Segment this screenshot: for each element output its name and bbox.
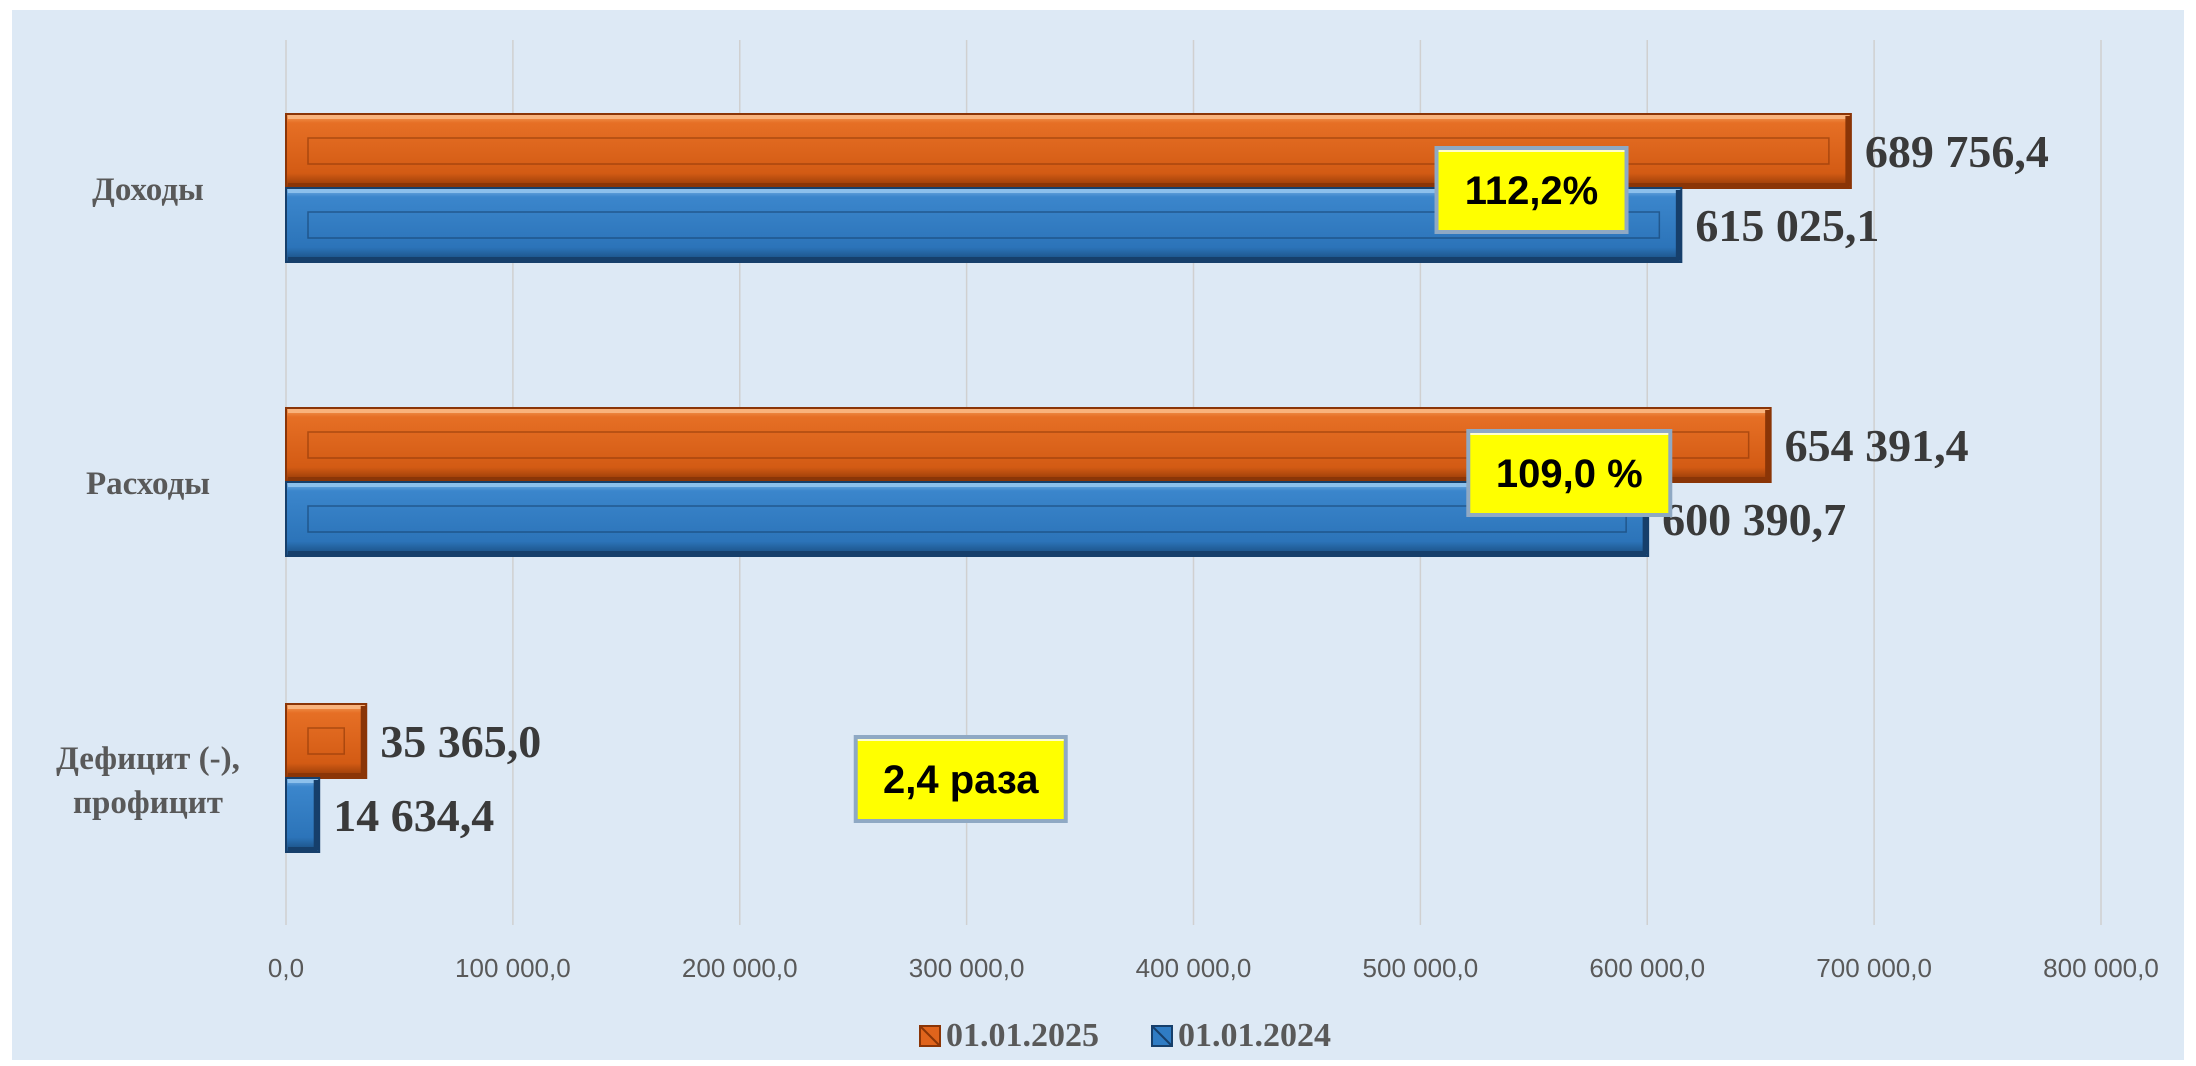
bar: [285, 481, 1650, 557]
callout-box: 2,4 раза: [853, 735, 1068, 823]
legend-label: 01.01.2024: [1178, 1017, 1331, 1054]
legend-item: 01.01.2025: [919, 1017, 1099, 1054]
bar-chart: Доходы Расходы Дефицит (-), профицит 0,0 100…: [56, 40, 2159, 1054]
category-label: Дефицит (-), профицит: [56, 741, 240, 821]
data-label: 600 390,7: [1662, 494, 1846, 545]
x-tick-label: 600 000,0: [1589, 953, 1705, 983]
legend-swatch-bevel: [1151, 1025, 1173, 1047]
bar-inner-frame: [307, 211, 1661, 239]
bar-body: [285, 703, 368, 779]
data-label: 615 025,1: [1695, 200, 1879, 251]
callout-fill: [857, 739, 1064, 819]
data-labels: 689 756,4 654 391,4 35 365,0 615 025,1 600 3…: [333, 126, 2049, 841]
bar-body: [285, 777, 321, 853]
category-label: Расходы: [86, 466, 210, 502]
bar-inner-frame: [307, 505, 1627, 533]
x-tick-label: 400 000,0: [1136, 953, 1252, 983]
data-label: 654 391,4: [1785, 420, 1969, 471]
bar-body: [285, 481, 1650, 557]
data-label: 689 756,4: [1865, 126, 2049, 177]
bar-inner-frame: [307, 431, 1750, 459]
legend: 01.01.2025 01.01.2024: [919, 1017, 1331, 1054]
callout-text: 112,2%: [1465, 169, 1598, 213]
bar: [285, 777, 321, 853]
data-label: 14 634,4: [333, 790, 494, 841]
callout-text: 109,0 %: [1496, 452, 1643, 496]
category-label: Доходы: [92, 172, 204, 208]
category-labels: Доходы Расходы Дефицит (-), профицит: [56, 172, 240, 821]
x-axis-tick-labels: 0,0 100 000,0 200 000,0 300 000,0 400 000,0 5…: [268, 953, 2159, 983]
callout-text: 2,4 раза: [883, 758, 1039, 802]
callout-box: 109,0 %: [1466, 429, 1673, 517]
bar-inner-frame: [307, 727, 345, 755]
x-tick-label: 700 000,0: [1816, 953, 1932, 983]
x-tick-label: 100 000,0: [455, 953, 571, 983]
legend-swatch-bevel: [919, 1025, 941, 1047]
x-tick-label: 300 000,0: [909, 953, 1025, 983]
callout-fill: [1470, 433, 1669, 513]
chart-frame: Доходы Расходы Дефицит (-), профицит 0,0 100…: [12, 10, 2184, 1060]
bar-inner-frame: [307, 137, 1830, 165]
x-tick-label: 500 000,0: [1363, 953, 1479, 983]
x-tick-label: 800 000,0: [2043, 953, 2159, 983]
callout-fill: [1438, 150, 1625, 230]
data-label: 35 365,0: [380, 716, 541, 767]
callout-box: 112,2%: [1434, 146, 1629, 234]
legend-item: 01.01.2024: [1151, 1017, 1331, 1054]
x-tick-label: 200 000,0: [682, 953, 798, 983]
bar: [285, 703, 368, 779]
x-tick-label: 0,0: [268, 953, 304, 983]
legend-label: 01.01.2025: [946, 1017, 1099, 1054]
callouts: 112,2% 109,0 % 2,4 раза: [853, 146, 1673, 823]
